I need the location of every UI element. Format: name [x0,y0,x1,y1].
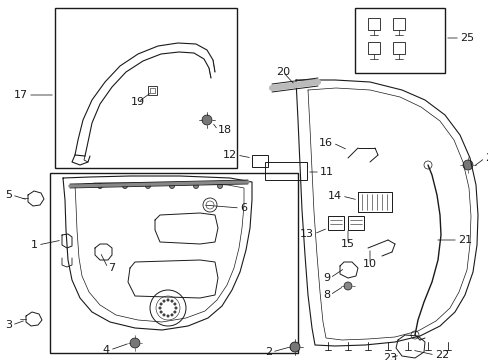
Circle shape [174,307,177,309]
Bar [148,86,157,95]
Text: 11: 11 [319,167,333,177]
Circle shape [170,300,173,302]
Text: 22: 22 [434,350,448,360]
Text: 25: 25 [459,33,473,43]
Circle shape [202,115,212,125]
Text: 5: 5 [5,190,12,200]
Bar [367,42,379,54]
Circle shape [462,160,472,170]
Text: 23: 23 [382,353,396,360]
Circle shape [173,303,176,305]
Text: 21: 21 [457,235,471,245]
Circle shape [170,314,173,316]
Text: 16: 16 [318,138,332,148]
Bar [55,8,237,168]
Circle shape [163,314,165,316]
Bar [367,18,379,30]
Circle shape [122,184,127,189]
Text: 2: 2 [264,347,271,357]
Text: 10: 10 [362,259,376,269]
Text: 6: 6 [240,203,246,213]
Text: 14: 14 [327,191,341,201]
Text: 15: 15 [340,239,354,249]
Circle shape [166,315,169,317]
Circle shape [343,282,351,290]
Text: 4: 4 [102,345,110,355]
Bar [392,42,404,54]
Bar [392,18,404,30]
Bar [327,216,343,230]
Text: 24: 24 [484,153,488,163]
Text: 9: 9 [322,273,329,283]
Text: 8: 8 [322,290,329,300]
Circle shape [289,342,299,352]
Circle shape [163,300,165,302]
Text: 12: 12 [223,150,237,160]
Bar [264,162,306,180]
Circle shape [217,184,222,189]
Bar [50,173,297,353]
Circle shape [193,184,198,189]
Text: 18: 18 [218,125,232,135]
Bar [354,8,444,73]
Bar [150,88,155,93]
Circle shape [173,311,176,313]
Circle shape [169,184,174,189]
Bar [347,216,363,230]
Text: 13: 13 [299,229,313,239]
Circle shape [145,184,150,189]
Circle shape [160,303,162,305]
Text: 1: 1 [31,240,38,250]
Text: 19: 19 [131,97,145,107]
Text: 20: 20 [275,67,289,77]
Circle shape [130,338,140,348]
Text: 17: 17 [14,90,28,100]
Circle shape [159,307,161,309]
Bar [251,155,267,167]
Circle shape [160,311,162,313]
Circle shape [166,299,169,301]
Text: 3: 3 [5,320,12,330]
Circle shape [97,184,102,189]
Text: 7: 7 [108,263,115,273]
